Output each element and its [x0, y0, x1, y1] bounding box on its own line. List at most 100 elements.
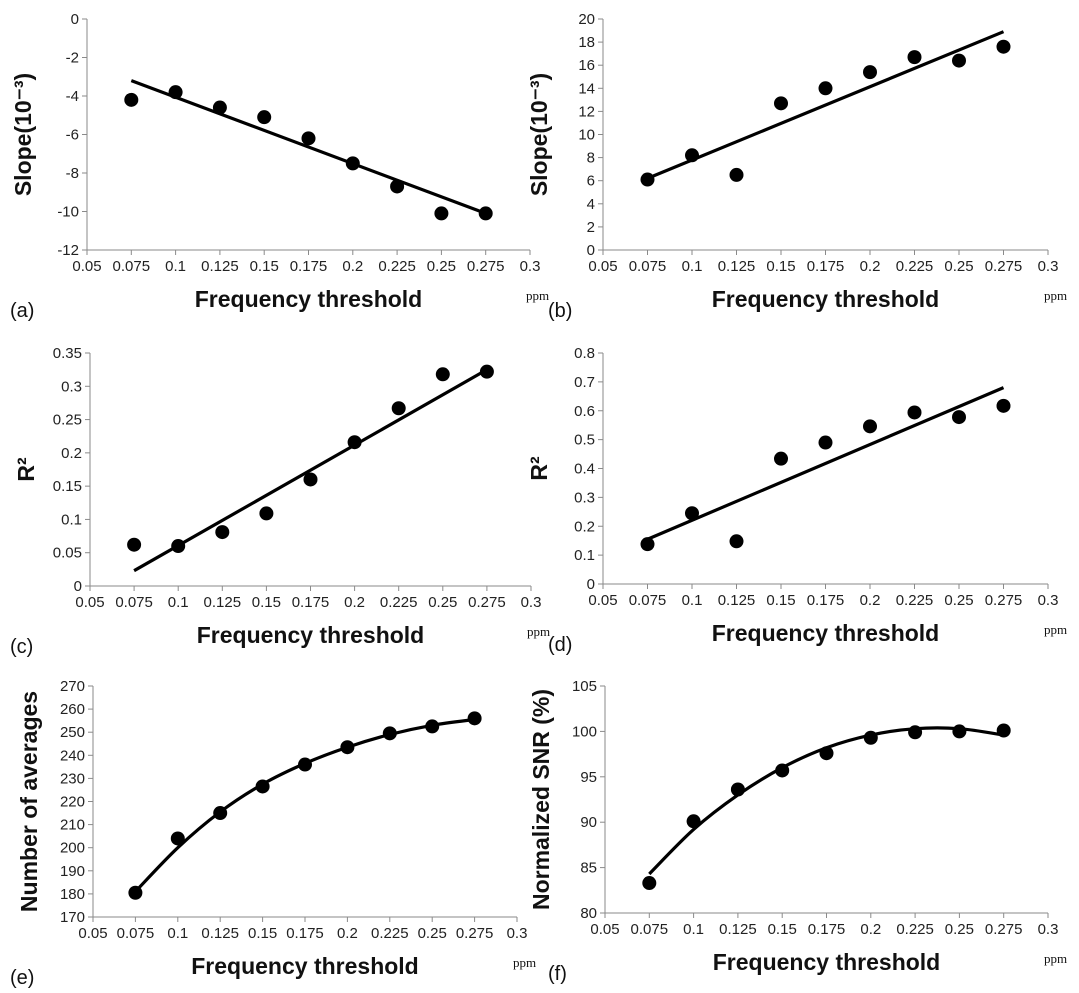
x-tick-label: 0.225: [896, 592, 934, 609]
panel-label-d: (d): [548, 634, 572, 656]
x-axis-title-b: Frequency threshold: [712, 286, 939, 312]
data-point: [996, 39, 1011, 54]
y-tick-label: 10: [578, 127, 595, 144]
data-point: [215, 525, 230, 540]
data-point: [255, 779, 270, 794]
x-tick-label: 0.3: [507, 925, 528, 942]
y-tick-label: 0.05: [53, 545, 82, 562]
data-point: [686, 814, 701, 829]
x-tick-label: 0.225: [371, 925, 409, 942]
x-tick-label: 0.15: [766, 258, 795, 275]
trendline-e: [134, 717, 475, 893]
data-point: [467, 711, 482, 726]
x-tick-label: 0.3: [1038, 592, 1059, 609]
y-tick-label: 0.3: [574, 489, 595, 506]
y-tick-label: 170: [60, 909, 85, 926]
y-tick-label: 105: [572, 678, 597, 695]
x-tick-label: 0.1: [165, 258, 186, 275]
y-tick-label: 85: [580, 860, 597, 877]
data-point: [479, 364, 494, 379]
y-tick-label: 0.7: [574, 374, 595, 391]
chart-panel-f: 80 85 90 95 100 105 0.05 0.075 0.1 0.125 0.15 0.175…: [528, 678, 1067, 985]
data-point: [818, 435, 833, 450]
panel-label-c: (c): [10, 636, 33, 658]
data-point: [818, 81, 833, 96]
x-tick-label: 0.3: [1038, 258, 1059, 275]
data-point: [128, 885, 143, 900]
y-axis-title-d: R²: [526, 456, 552, 481]
x-tick-label: 0.275: [467, 258, 505, 275]
x-tick-label: 0.175: [807, 258, 845, 275]
y-tick-label: 0.1: [61, 511, 82, 528]
data-point: [729, 167, 744, 182]
y-tick-label: 0.2: [574, 518, 595, 535]
y-tick-label: 0: [71, 11, 79, 28]
x-tick-label: 0.175: [292, 594, 330, 611]
x-unit-label-a: ppm: [526, 288, 549, 303]
trendline-b: [646, 30, 1005, 180]
data-point: [642, 876, 657, 891]
x-tick-label: 0.1: [682, 592, 703, 609]
x-tick-label: 0.15: [250, 258, 279, 275]
y-tick-label: 260: [60, 701, 85, 718]
x-tick-label: 0.225: [896, 258, 934, 275]
x-tick-label: 0.05: [588, 258, 617, 275]
x-tick-label: 0.2: [344, 594, 365, 611]
data-point: [730, 782, 745, 797]
y-tick-label: 0.25: [53, 412, 82, 429]
x-tick-label: 0.15: [766, 592, 795, 609]
y-tick-label: 0.8: [574, 345, 595, 362]
data-point: [952, 410, 966, 425]
data-point: [170, 831, 185, 846]
y-tick-label: 16: [578, 57, 595, 74]
y-tick-label: 0.35: [53, 345, 82, 362]
x-tick-label: 0.075: [115, 594, 153, 611]
data-point: [952, 53, 966, 68]
x-tick-label: 0.1: [683, 921, 704, 938]
y-tick-label: 20: [578, 11, 595, 28]
x-tick-label: 0.25: [427, 258, 456, 275]
data-point: [435, 367, 450, 382]
x-unit-label-b: ppm: [1044, 288, 1067, 303]
x-tick-label: 0.25: [428, 594, 457, 611]
x-tick-label: 0.125: [201, 258, 239, 275]
y-tick-label: 4: [587, 196, 595, 213]
x-tick-label: 0.25: [945, 921, 974, 938]
panel-label-a: (a): [10, 300, 34, 322]
data-point: [996, 398, 1011, 413]
data-point: [127, 537, 142, 552]
data-point: [907, 405, 922, 420]
x-tick-label: 0.2: [860, 258, 881, 275]
x-axis-title-d: Frequency threshold: [712, 620, 939, 646]
data-point: [212, 100, 227, 115]
y-tick-label: 0.6: [574, 403, 595, 420]
x-axis-title-a: Frequency threshold: [195, 286, 422, 312]
y-tick-label: 250: [60, 724, 85, 741]
x-unit-label-c: ppm: [527, 624, 550, 639]
y-tick-label: 200: [60, 840, 85, 857]
y-tick-label: 90: [580, 814, 597, 831]
data-point: [124, 92, 139, 107]
x-tick-label: 0.125: [719, 921, 757, 938]
x-tick-label: 0.175: [807, 592, 845, 609]
x-axis-title-f: Frequency threshold: [713, 949, 940, 975]
data-point: [382, 726, 397, 741]
x-unit-label-f: ppm: [1044, 951, 1067, 966]
data-point: [729, 534, 744, 549]
y-tick-label: 2: [587, 219, 595, 236]
x-unit-label-d: ppm: [1044, 622, 1067, 637]
y-tick-label: 0.2: [61, 445, 82, 462]
y-tick-label: 8: [587, 150, 595, 167]
y-tick-label: 220: [60, 794, 85, 811]
y-tick-label: 0.5: [574, 432, 595, 449]
y-tick-label: 270: [60, 678, 85, 695]
x-tick-label: 0.175: [286, 925, 324, 942]
y-tick-label: 0: [587, 242, 595, 259]
trendline-d: [646, 386, 1005, 541]
data-point: [168, 85, 183, 100]
x-tick-label: 0.15: [768, 921, 797, 938]
x-tick-label: 0.2: [860, 921, 881, 938]
x-axis-title-e: Frequency threshold: [191, 953, 418, 979]
x-tick-label: 0.225: [380, 594, 418, 611]
data-point: [775, 763, 790, 778]
